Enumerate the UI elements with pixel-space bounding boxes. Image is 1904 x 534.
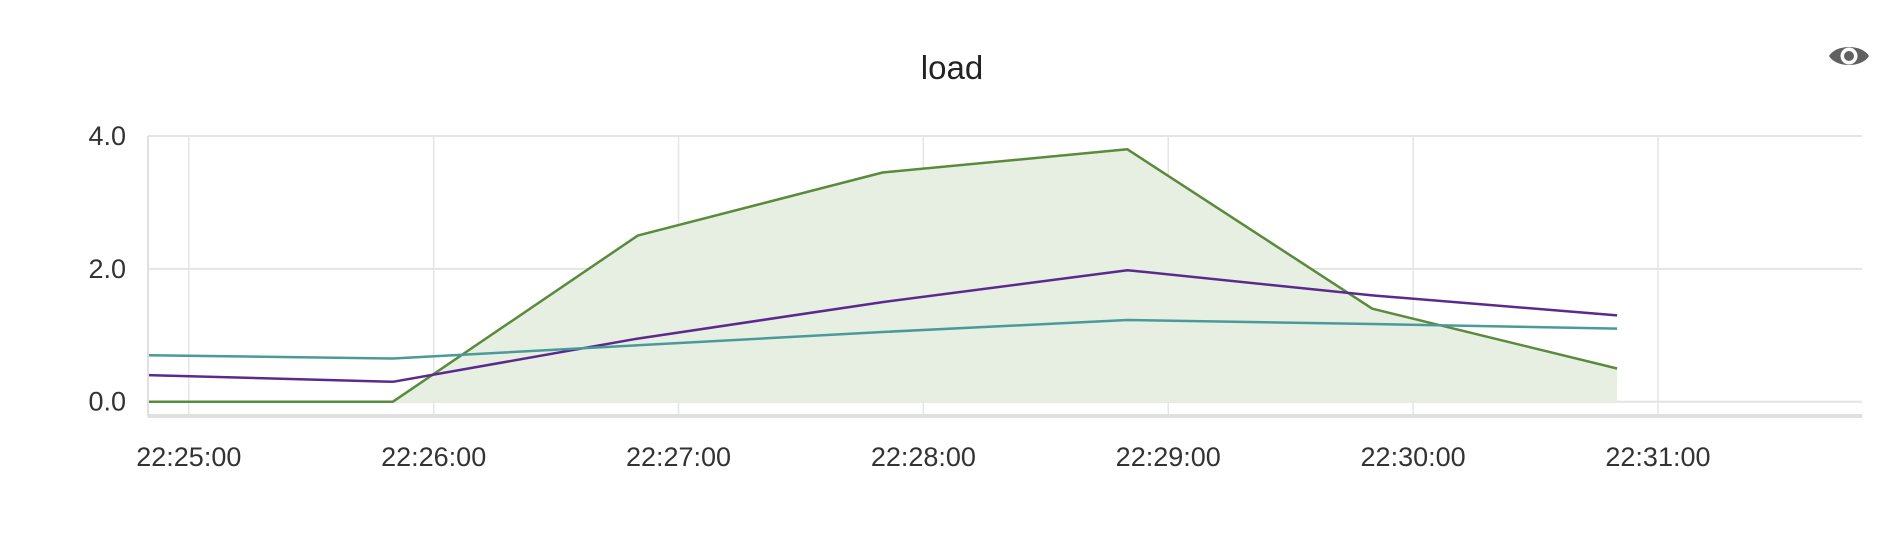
area-layer — [148, 149, 1618, 402]
axis-layer — [147, 136, 1862, 418]
eye-icon — [1829, 47, 1869, 65]
series-0-line — [148, 148, 1618, 403]
x-tick-label: 22:29:00 — [1116, 442, 1221, 472]
x-tick-label: 22:25:00 — [136, 442, 241, 472]
series-2-line — [147, 318, 1618, 360]
series-layer — [147, 148, 1618, 403]
y-tick-label: 4.0 — [88, 121, 126, 151]
x-tick-label: 22:26:00 — [381, 442, 486, 472]
x-axis-ticks: 22:25:00 22:26:00 22:27:00 22:28:00 22:29:00… — [136, 442, 1710, 472]
y-tick-label: 0.0 — [88, 387, 126, 417]
x-tick-label: 22:27:00 — [626, 442, 731, 472]
visibility-toggle-button[interactable] — [1826, 36, 1872, 76]
series-1-line — [147, 268, 1618, 384]
x-tick-label: 22:30:00 — [1361, 442, 1466, 472]
chart-title: load — [920, 49, 984, 86]
series-0-area-fill — [148, 149, 1618, 402]
x-tick-label: 22:31:00 — [1605, 442, 1710, 472]
x-tick-label: 22:28:00 — [871, 442, 976, 472]
y-axis-ticks: 0.0 2.0 4.0 — [88, 121, 126, 417]
y-tick-label: 2.0 — [88, 254, 126, 284]
